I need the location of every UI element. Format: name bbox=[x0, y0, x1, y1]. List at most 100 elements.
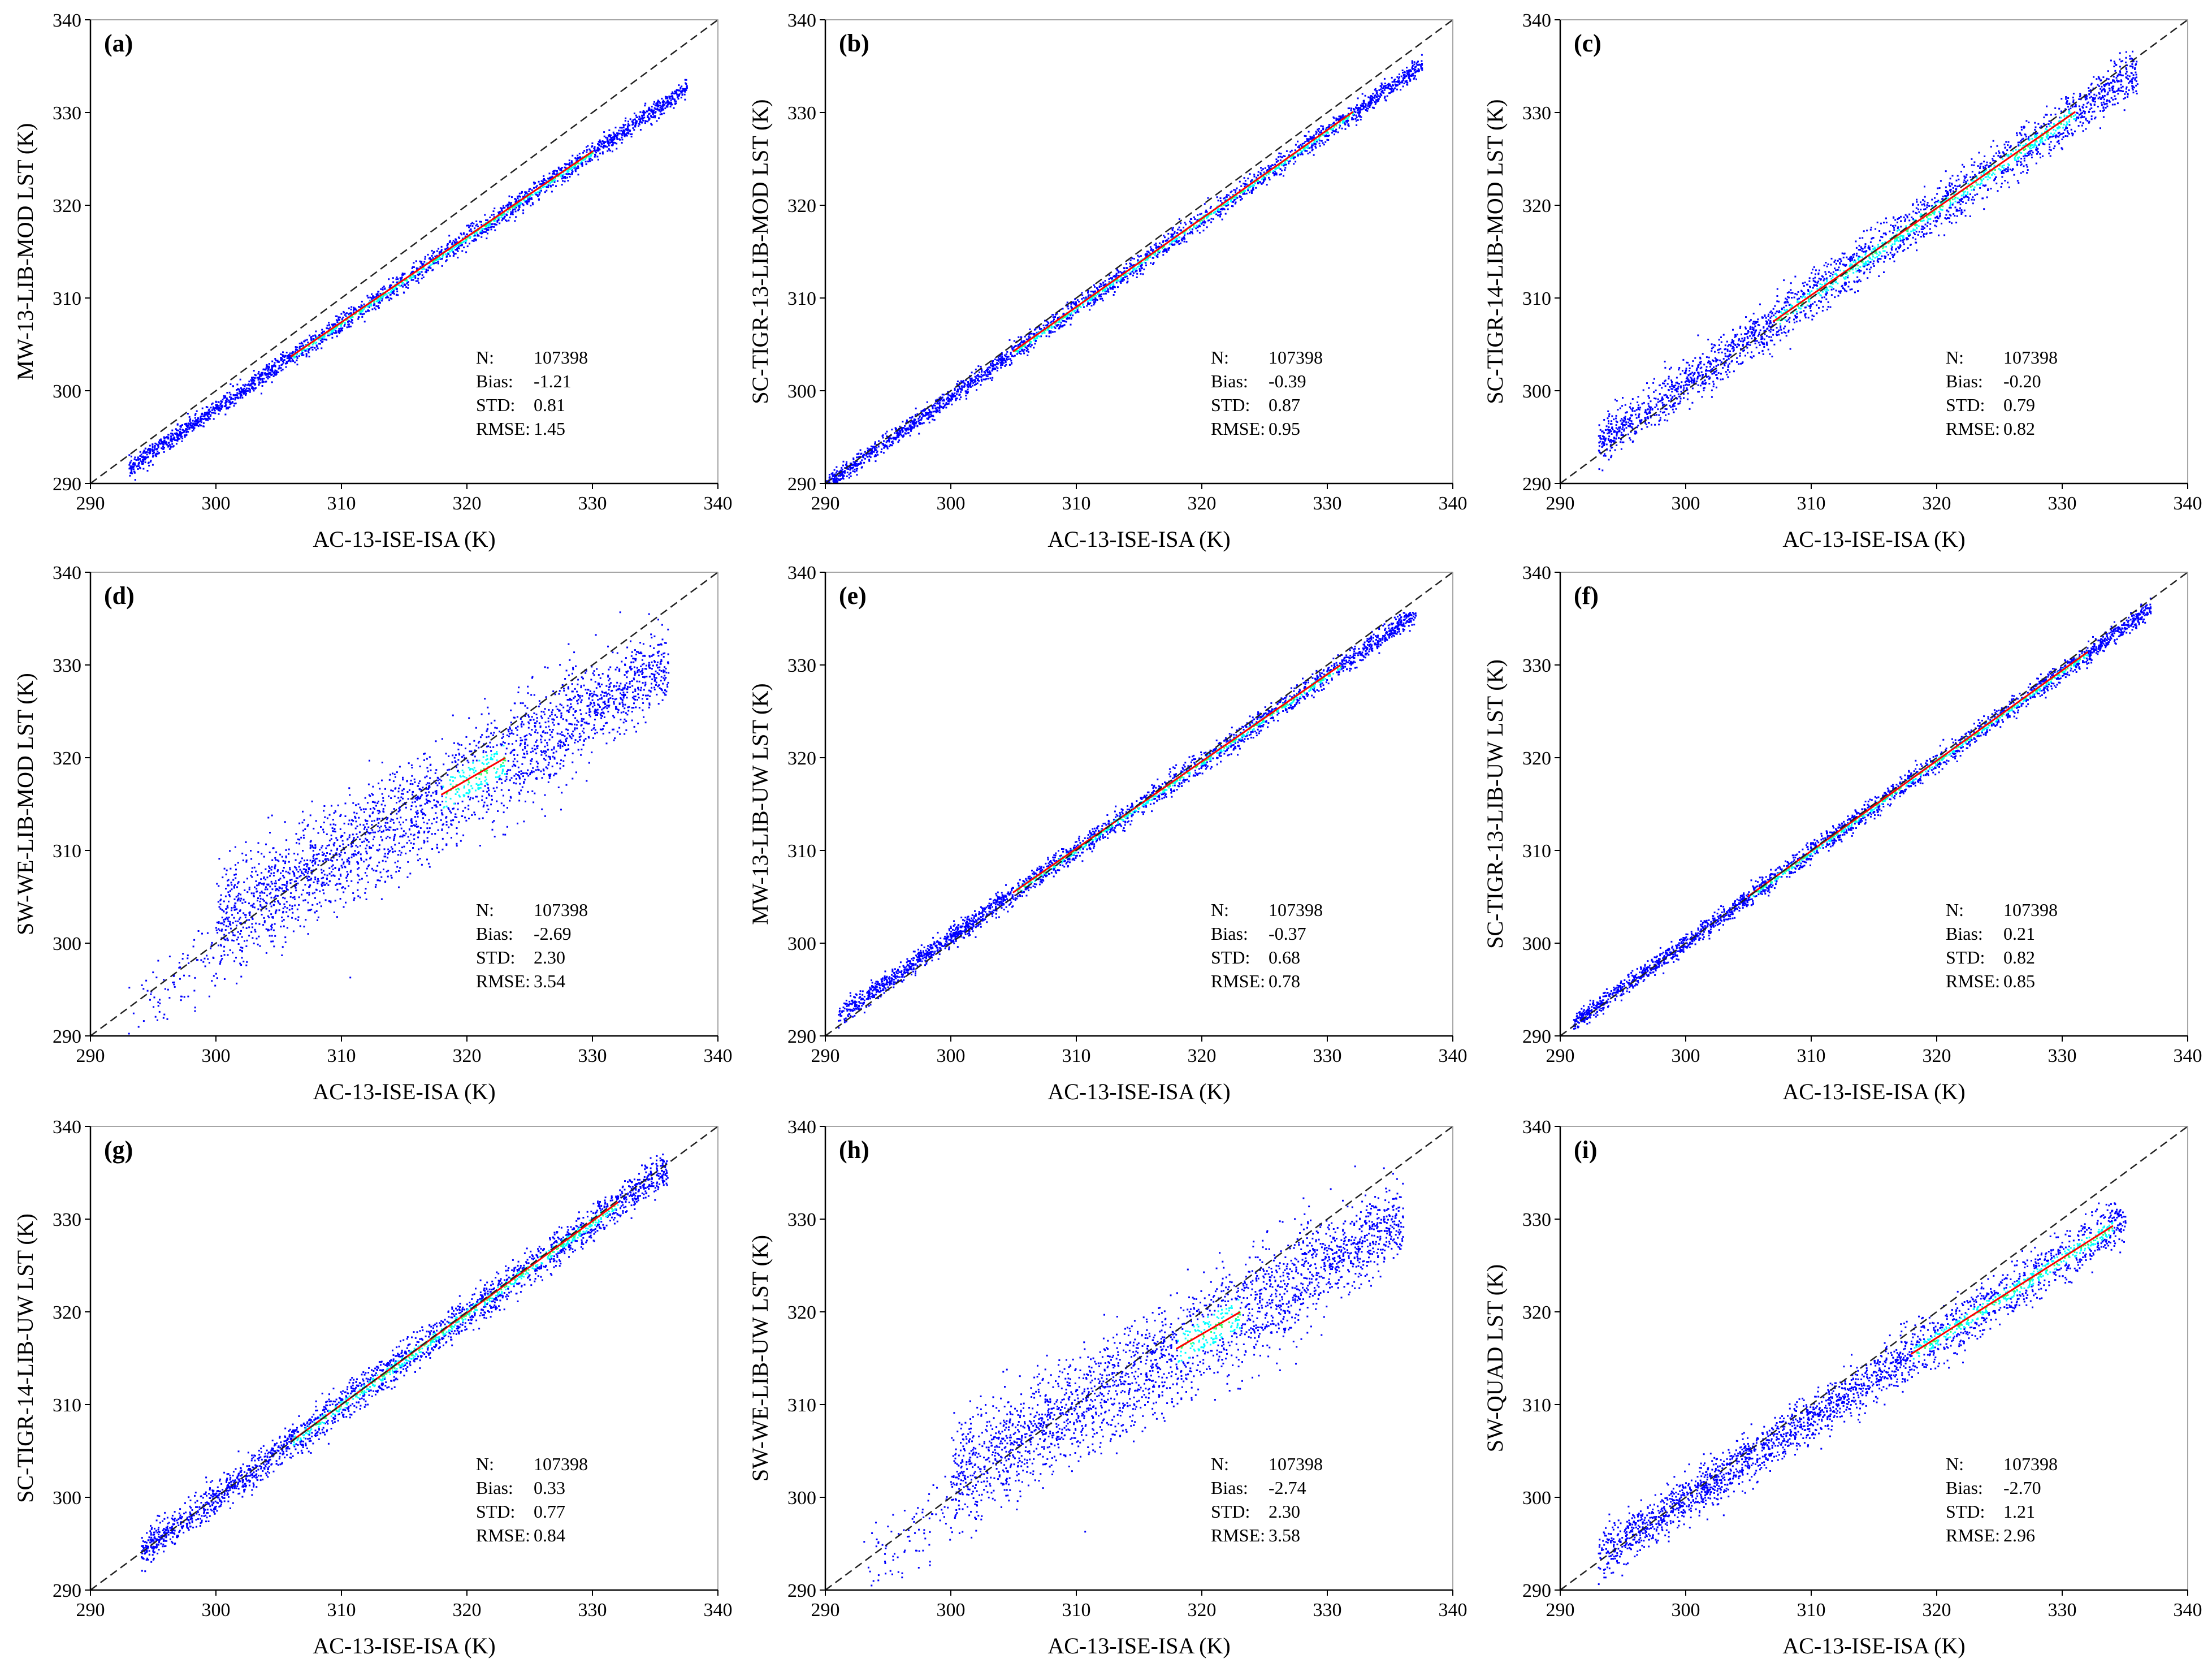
data-point bbox=[206, 414, 209, 416]
data-point bbox=[226, 407, 228, 409]
data-point bbox=[1373, 97, 1375, 99]
data-point bbox=[915, 407, 917, 409]
data-point bbox=[1041, 332, 1044, 335]
data-point bbox=[1011, 362, 1012, 365]
data-point bbox=[987, 373, 989, 375]
data-point bbox=[1378, 89, 1380, 91]
data-point bbox=[1360, 105, 1362, 107]
data-point bbox=[963, 385, 966, 387]
data-point bbox=[949, 399, 951, 400]
data-point bbox=[431, 249, 433, 252]
data-point bbox=[357, 318, 360, 320]
x-axis-title: AC-13-ISE-ISA (K) bbox=[313, 526, 495, 552]
data-point bbox=[954, 395, 956, 397]
data-point bbox=[943, 404, 946, 407]
data-point bbox=[434, 258, 436, 261]
data-point bbox=[1119, 279, 1122, 281]
data-point bbox=[187, 425, 189, 427]
data-point bbox=[1063, 316, 1066, 318]
data-point bbox=[1318, 139, 1320, 140]
data-point bbox=[1358, 113, 1360, 115]
data-point bbox=[624, 135, 626, 137]
data-point bbox=[880, 451, 882, 453]
data-point bbox=[975, 383, 977, 385]
data-point bbox=[925, 413, 928, 416]
data-point bbox=[660, 107, 663, 110]
data-point bbox=[1098, 294, 1100, 296]
data-point bbox=[1417, 68, 1419, 70]
data-point bbox=[1240, 196, 1242, 198]
data-point bbox=[1272, 165, 1274, 166]
data-point bbox=[1163, 235, 1165, 237]
data-point bbox=[485, 227, 487, 230]
data-point bbox=[1054, 316, 1056, 318]
data-point bbox=[626, 129, 629, 132]
data-point bbox=[515, 216, 517, 218]
data-point bbox=[635, 114, 637, 116]
data-point bbox=[981, 369, 983, 372]
data-point bbox=[1337, 118, 1339, 120]
data-point bbox=[611, 144, 613, 146]
data-point bbox=[322, 336, 324, 338]
data-point bbox=[1068, 317, 1071, 319]
data-point bbox=[399, 280, 401, 283]
data-point bbox=[1409, 70, 1411, 72]
data-point bbox=[379, 299, 381, 301]
data-point bbox=[986, 369, 988, 371]
data-point bbox=[529, 198, 531, 201]
data-point bbox=[1257, 171, 1259, 173]
data-point bbox=[561, 178, 563, 180]
data-point bbox=[1052, 316, 1054, 318]
data-point bbox=[607, 140, 608, 142]
data-point bbox=[993, 365, 994, 368]
data-point bbox=[882, 443, 884, 445]
data-point bbox=[517, 197, 519, 200]
data-point bbox=[684, 79, 686, 81]
data-point bbox=[648, 106, 650, 109]
data-point bbox=[651, 109, 653, 111]
data-point bbox=[1093, 284, 1095, 286]
data-point bbox=[868, 448, 870, 451]
data-point bbox=[676, 94, 678, 96]
data-point bbox=[1029, 336, 1031, 339]
data-point bbox=[642, 115, 643, 117]
data-point bbox=[828, 481, 830, 483]
data-point bbox=[138, 465, 140, 467]
data-point bbox=[546, 184, 548, 186]
data-point bbox=[487, 222, 490, 224]
data-point bbox=[961, 385, 963, 387]
data-point bbox=[1365, 106, 1367, 108]
data-point bbox=[211, 412, 213, 414]
data-point bbox=[469, 224, 471, 227]
data-point bbox=[643, 112, 645, 114]
data-point bbox=[216, 408, 218, 410]
data-point bbox=[529, 195, 531, 197]
data-point bbox=[838, 479, 841, 481]
data-point bbox=[540, 189, 542, 192]
data-point bbox=[1308, 131, 1310, 133]
stat-label: N: bbox=[476, 347, 494, 368]
data-point bbox=[1138, 264, 1140, 265]
data-point bbox=[666, 100, 669, 102]
data-point bbox=[129, 472, 132, 474]
data-point bbox=[214, 409, 216, 412]
data-point bbox=[1050, 330, 1052, 332]
data-point bbox=[505, 219, 507, 221]
data-point bbox=[674, 103, 676, 105]
data-point bbox=[453, 252, 454, 254]
data-point bbox=[621, 127, 623, 129]
data-point bbox=[622, 127, 625, 128]
data-point bbox=[344, 322, 346, 324]
data-point bbox=[1001, 362, 1003, 364]
data-point bbox=[1307, 139, 1309, 141]
data-point bbox=[1056, 325, 1058, 327]
data-point bbox=[575, 160, 578, 162]
data-point bbox=[1230, 191, 1232, 193]
data-point bbox=[369, 296, 371, 299]
data-point bbox=[954, 389, 956, 391]
data-point bbox=[878, 440, 880, 442]
data-point bbox=[872, 446, 874, 448]
data-point bbox=[1335, 128, 1337, 131]
data-point bbox=[330, 332, 332, 334]
data-point bbox=[202, 415, 204, 417]
